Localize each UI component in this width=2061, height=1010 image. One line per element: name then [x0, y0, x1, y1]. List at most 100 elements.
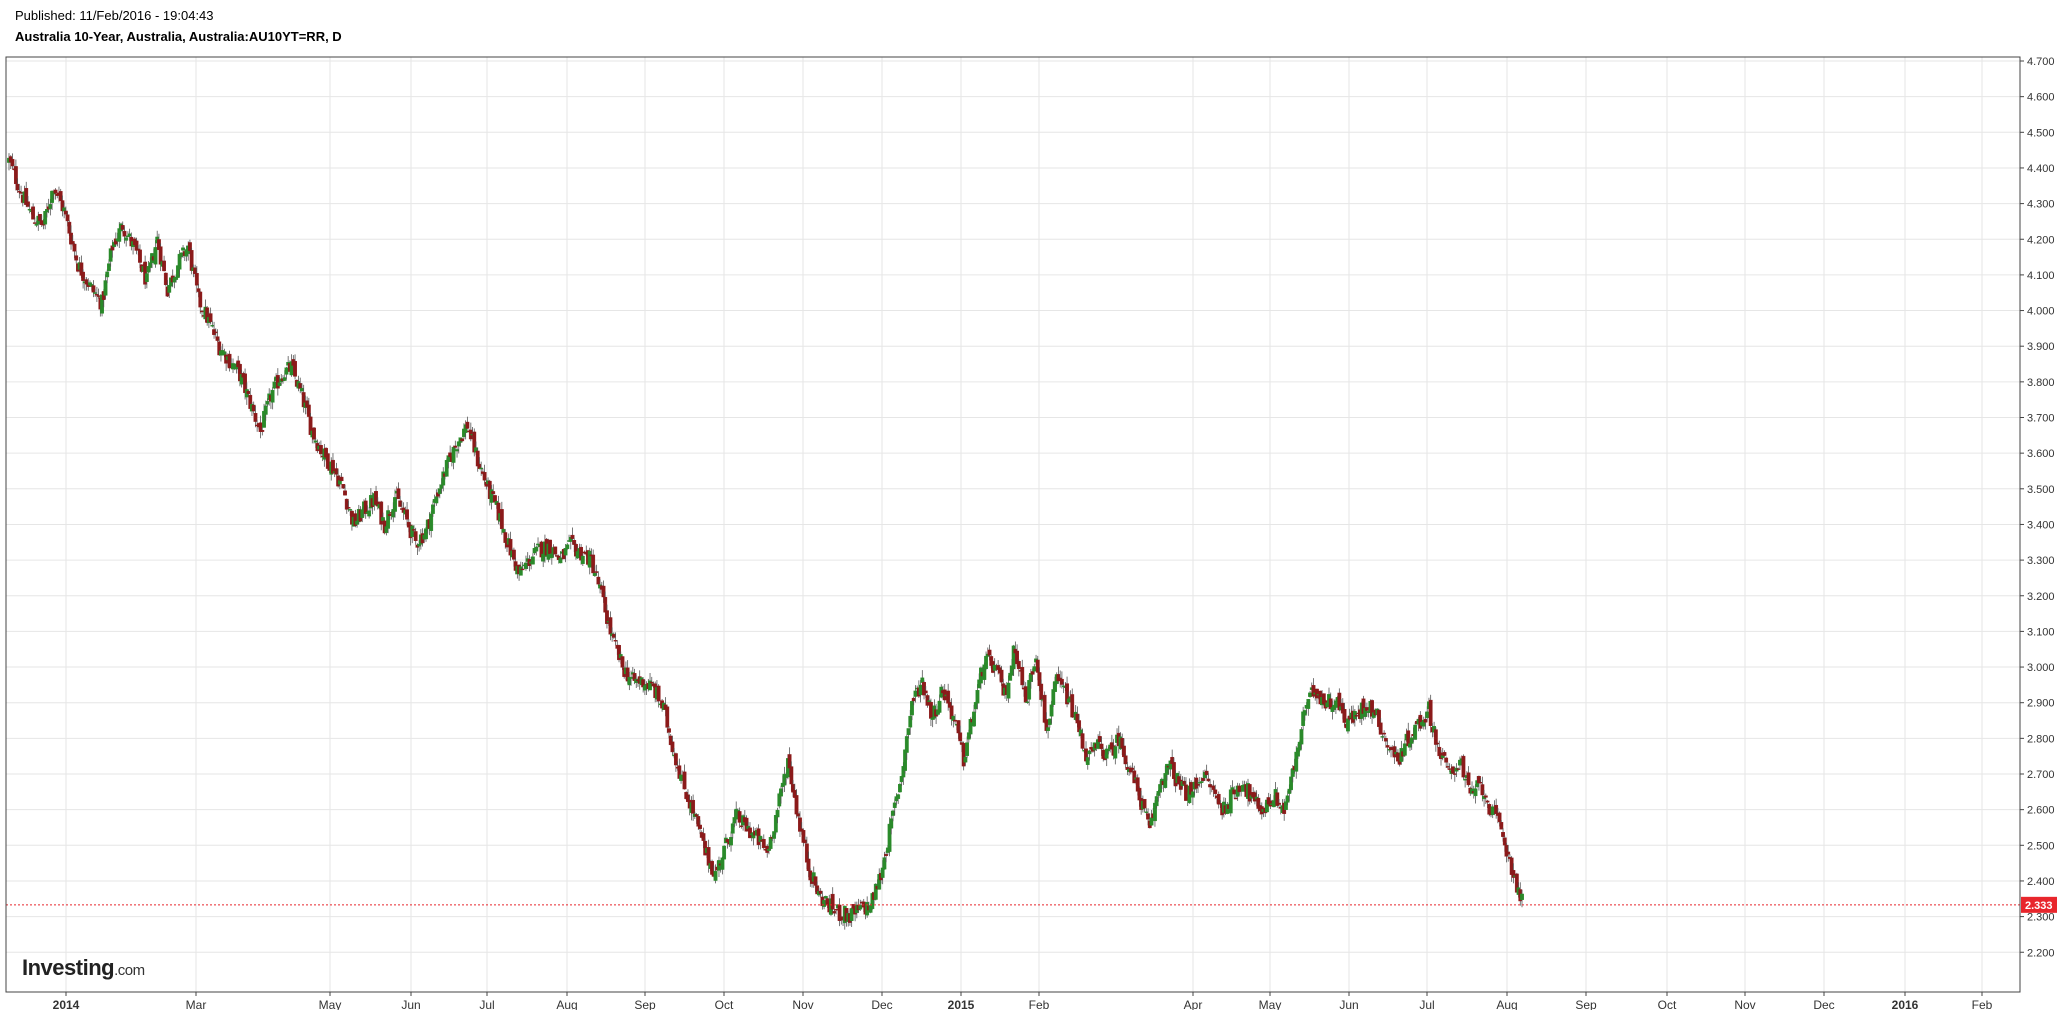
x-tick-label: 2014	[53, 998, 80, 1010]
candle-down	[1070, 694, 1075, 718]
candle-down	[405, 509, 409, 520]
candle-up	[1306, 699, 1311, 709]
candle-down	[1247, 784, 1252, 802]
candle-up	[444, 460, 449, 477]
candle-up	[148, 262, 153, 268]
y-tick-label: 4.600	[2027, 92, 2055, 104]
candle-down	[1182, 780, 1187, 785]
candle-up	[437, 488, 442, 495]
candle-down	[398, 500, 403, 507]
candle-down	[275, 375, 280, 389]
candle-up	[434, 496, 439, 504]
candle-up	[367, 510, 372, 517]
candle-up	[920, 677, 925, 683]
candle-down	[341, 484, 346, 489]
candle-up	[48, 204, 53, 209]
candle-up	[1149, 817, 1154, 826]
y-tick-label: 3.200	[2027, 591, 2055, 603]
candle-down	[26, 201, 30, 207]
candle-down	[1494, 804, 1499, 814]
candle-down	[803, 839, 808, 844]
candle-up	[179, 252, 184, 258]
candle-up	[963, 756, 968, 763]
candle-down	[31, 206, 36, 220]
candle-up	[127, 233, 132, 237]
candle-down	[694, 814, 699, 817]
candle-up	[393, 497, 397, 512]
candle-up	[45, 209, 49, 213]
candle-up	[908, 715, 913, 728]
candle-down	[198, 291, 203, 308]
candle-down	[162, 260, 166, 272]
y-tick-label: 2.700	[2027, 769, 2055, 781]
candle-down	[1392, 746, 1397, 758]
candle-down	[491, 491, 496, 495]
candle-down	[806, 858, 811, 872]
candle-up	[1228, 789, 1233, 814]
candle-up	[1520, 893, 1524, 900]
candle-up	[1190, 791, 1195, 798]
candle-up	[431, 504, 435, 514]
candle-up	[124, 237, 129, 241]
candle-down	[1354, 715, 1359, 717]
candle-down	[1480, 784, 1485, 796]
candle-down	[298, 383, 303, 389]
candle-up	[1289, 776, 1293, 791]
candle-down	[253, 413, 258, 422]
candle-down	[620, 656, 625, 668]
candle-down	[691, 799, 696, 814]
x-tick-label: Dec	[1813, 998, 1834, 1010]
candle-down	[1213, 789, 1218, 794]
candle-up	[730, 823, 735, 834]
candle-up	[424, 528, 428, 540]
candle-up	[43, 211, 48, 225]
candle-down	[1311, 685, 1316, 697]
x-tick-label: Nov	[1734, 998, 1755, 1010]
candle-down	[74, 255, 79, 261]
candle-down	[482, 472, 487, 481]
candle-down	[1383, 738, 1388, 742]
candle-up	[108, 248, 113, 262]
candle-up	[1144, 811, 1149, 813]
candle-down	[1477, 776, 1481, 784]
y-tick-label: 2.600	[2027, 805, 2055, 817]
candle-down	[91, 285, 96, 293]
candle-down	[911, 697, 916, 702]
candle-up	[153, 247, 158, 265]
candle-up	[231, 363, 235, 370]
candle-down	[213, 331, 218, 334]
candle-down	[608, 617, 613, 635]
candle-down	[1042, 694, 1047, 723]
candle-up	[167, 285, 172, 293]
x-axis: 2014 Mar May Jun Jul Aug Sep Oct Nov Dec 2015 Feb Ap…	[53, 992, 1993, 1010]
candle-up	[534, 546, 539, 552]
chart-grid	[6, 57, 2020, 992]
candle-down	[260, 430, 265, 432]
candle-up	[313, 440, 318, 443]
candle-up	[549, 553, 554, 559]
candle-down	[413, 531, 418, 542]
candle-down	[1123, 755, 1128, 765]
candle-down	[1097, 736, 1102, 743]
candle-up	[360, 509, 365, 518]
candle-up	[1463, 778, 1468, 781]
candle-up	[1308, 692, 1312, 697]
candle-down	[929, 701, 933, 719]
x-tick-label: Feb	[1972, 998, 1993, 1010]
chart-header: Published: 11/Feb/2016 - 19:04:43 Austra…	[15, 6, 342, 48]
candle-down	[319, 445, 323, 455]
candle-up	[823, 896, 828, 899]
candle-down	[706, 847, 711, 866]
candle-down	[1039, 683, 1044, 700]
candle-down	[67, 221, 72, 234]
candle-up	[181, 247, 185, 251]
candle-up	[1165, 763, 1169, 775]
candle-up	[1284, 801, 1288, 810]
candle-up	[858, 905, 863, 910]
candle-up	[984, 655, 988, 670]
candle-down	[1020, 666, 1025, 686]
candle-down	[1382, 732, 1387, 735]
candle-down	[594, 571, 599, 573]
candle-up	[722, 845, 727, 860]
